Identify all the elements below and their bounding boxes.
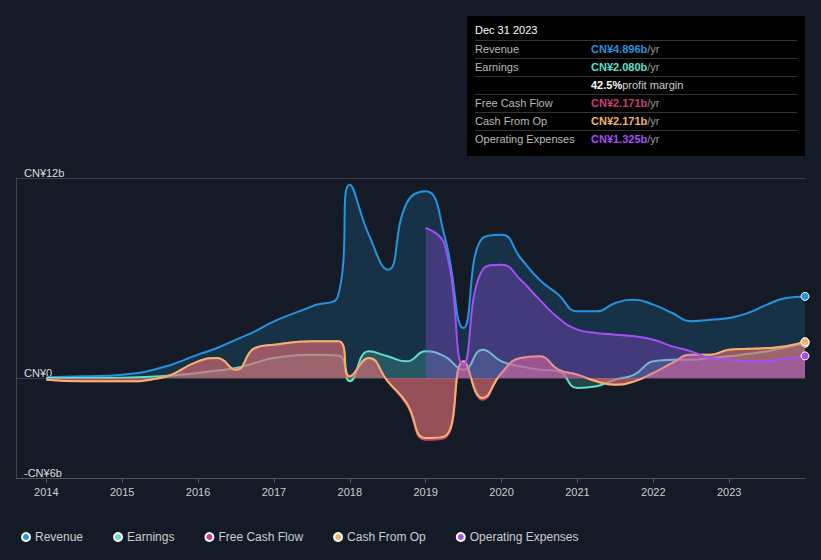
svg-text:CN¥12b: CN¥12b (24, 167, 64, 179)
svg-text:2019: 2019 (413, 486, 437, 498)
svg-text:Earnings: Earnings (127, 530, 174, 544)
html-text:42.5% profit margin: 42.5% profit margin (591, 79, 684, 91)
html-text:Revenue: Revenue (475, 43, 519, 55)
html-text:Earnings: Earnings (475, 61, 519, 73)
svg-text:2016: 2016 (186, 486, 210, 498)
svg-text:2023: 2023 (717, 486, 741, 498)
html-text:Operating Expenses: Operating Expenses (475, 133, 575, 145)
svg-text:2020: 2020 (489, 486, 513, 498)
html-text:Dec 31 2023: Dec 31 2023 (475, 24, 538, 36)
svg-text:Operating Expenses: Operating Expenses (470, 530, 579, 544)
html-text:CN¥1.325b /yr: CN¥1.325b /yr (591, 133, 660, 145)
html-text:CN¥2.080b /yr: CN¥2.080b /yr (591, 61, 660, 73)
html-text:Cash From Op: Cash From Op (475, 115, 548, 127)
html-text:CN¥2.171b /yr: CN¥2.171b /yr (591, 97, 660, 109)
svg-text:Revenue: Revenue (35, 530, 83, 544)
svg-text:2014: 2014 (34, 486, 58, 498)
svg-text:2017: 2017 (262, 486, 286, 498)
svg-text:Free Cash Flow: Free Cash Flow (218, 530, 303, 544)
svg-text:-CN¥6b: -CN¥6b (24, 467, 62, 479)
svg-text:2021: 2021 (565, 486, 589, 498)
svg-text:2015: 2015 (110, 486, 134, 498)
html-text:CN¥4.896b /yr: CN¥4.896b /yr (591, 43, 660, 55)
svg-text:2018: 2018 (338, 486, 362, 498)
svg-text:2022: 2022 (641, 486, 665, 498)
html-text:CN¥2.171b /yr: CN¥2.171b /yr (591, 115, 660, 127)
html-text:Free Cash Flow: Free Cash Flow (475, 97, 553, 109)
svg-text:CN¥0: CN¥0 (24, 366, 53, 379)
svg-text:Cash From Op: Cash From Op (347, 530, 426, 544)
